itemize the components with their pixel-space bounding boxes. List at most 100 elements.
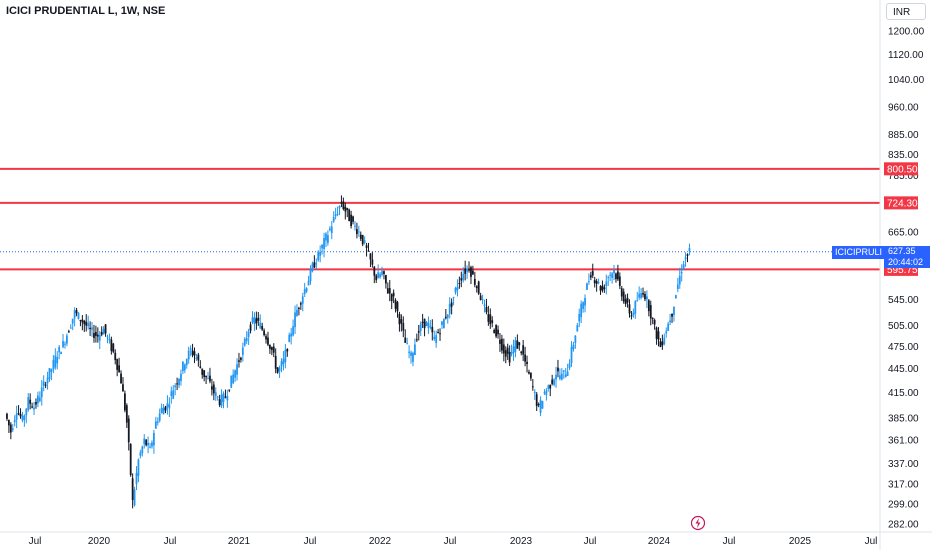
candle-body [251,317,254,323]
candle-body [170,391,173,396]
candle-body [319,252,322,256]
candle-body [342,201,345,210]
candle-body [127,418,130,443]
candle-body [398,314,401,325]
candle-body [214,392,217,396]
candle-body [125,405,128,423]
candle-body [149,446,151,448]
candle-body [506,347,509,354]
candle-body [29,399,32,404]
candle-body [263,330,265,336]
candle-body [79,320,82,322]
candle-body [220,394,223,406]
candle-body [255,318,258,324]
y-tick-label: 505.00 [888,321,919,332]
candle-body [495,325,497,337]
y-tick-label: 445.00 [888,364,919,375]
candle-body [448,304,451,314]
candle-body [50,369,53,372]
candle-body [686,254,689,256]
candle-body [241,347,244,355]
candle-body [216,396,219,398]
candle-body [52,359,55,370]
candle-body [201,368,204,375]
candle-body [110,339,113,352]
candle-body [487,314,490,322]
candle-body [145,439,148,446]
time-axis[interactable]: Jul 2020 Jul 2021 Jul 2022 Jul 2023 Jul 2024 Jul 20… [0,531,932,547]
candle-body [131,478,134,501]
candle-body [379,274,381,278]
candle-body [77,312,80,319]
candle-body [367,250,370,252]
price-axis[interactable]: 1200.00 1120.00 1040.00 960.00 885.00 835.00 7… [879,0,925,550]
candle-body [452,296,455,298]
candle-body [129,443,132,475]
candle-body [290,333,293,337]
candle-body [73,310,76,319]
candle-body [361,235,364,245]
candle-body [684,257,687,260]
candle-body [85,321,88,326]
candle-body [35,402,37,405]
candle-body [205,375,207,378]
candle-body [659,341,662,348]
candle-body [626,297,629,303]
last-price-badge: 627.35 20:44:02 [884,246,930,268]
candle-body [147,442,149,446]
candle-body [226,396,229,401]
candle-body [25,408,28,416]
candle-body [669,320,671,323]
candle-body [315,263,318,265]
candle-body [653,320,656,325]
candle-body [524,354,526,362]
candle-body [352,216,354,222]
candle-body [307,280,310,286]
candle-body [646,296,648,300]
candle-body [162,407,165,415]
candle-body [595,280,598,284]
candle-body [458,283,461,285]
candle-body [71,318,74,324]
candle-body [172,390,175,399]
candle-body [549,384,552,389]
x-tick-label: Jul [584,536,597,547]
candle-body [510,352,513,355]
candle-body [89,327,91,329]
candle-body [630,315,633,317]
candle-body [340,202,343,204]
candle-body [410,352,412,356]
candle-body [489,314,492,325]
candle-body [582,302,584,309]
y-tick-label: 385.00 [888,414,919,425]
candle-body [21,415,24,421]
candle-body [446,314,449,318]
candle-body [429,326,432,328]
candle-body [156,421,159,423]
candle-body [502,344,505,354]
y-tick-label: 665.00 [888,227,919,238]
y-tick-label: 1200.00 [888,27,925,38]
candle-body [636,300,639,302]
candle-body [460,278,463,281]
candle-body [40,387,43,398]
candle-body [116,359,119,370]
candle-body [450,302,453,307]
candle-body [98,334,101,341]
x-tick-label: 2024 [648,536,671,547]
level-badge-label: 800.50 [887,164,918,175]
last-price-value: 627.35 [888,246,916,256]
candle-body [539,399,542,413]
currency-selector[interactable]: INR [886,3,926,20]
candle-body [9,424,12,433]
candle-body [620,288,623,297]
candle-body [75,310,78,314]
candle-body [599,286,602,291]
candle-body [499,339,501,344]
candle-body [228,389,231,391]
lightning-icon[interactable] [690,515,706,531]
candle-body [597,282,600,284]
candle-body [187,350,190,360]
candle-body [19,413,22,417]
candle-body [655,327,658,339]
